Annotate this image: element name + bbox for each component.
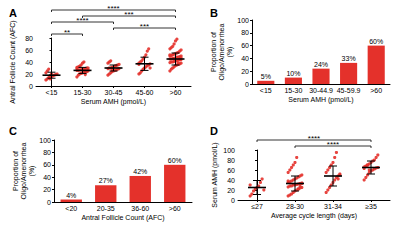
svg-text:20-35: 20-35 xyxy=(97,205,115,212)
svg-text:<20: <20 xyxy=(65,205,77,212)
svg-text:100: 100 xyxy=(39,137,51,144)
svg-text:15-30: 15-30 xyxy=(74,89,92,96)
svg-text:**: ** xyxy=(64,28,70,37)
svg-text:Oligo/Amenorrhea: Oligo/Amenorrhea xyxy=(20,142,28,199)
svg-text:≥35: ≥35 xyxy=(365,203,377,210)
svg-text:24%: 24% xyxy=(314,61,328,68)
svg-text:>60: >60 xyxy=(170,89,182,96)
svg-text:Average cycle length (days): Average cycle length (days) xyxy=(271,212,357,220)
svg-text:Serum AMH (pmol/L): Serum AMH (pmol/L) xyxy=(211,142,219,207)
svg-text:60%: 60% xyxy=(168,157,182,164)
svg-text:20: 20 xyxy=(227,187,235,194)
svg-text:20: 20 xyxy=(241,68,249,75)
svg-text:60%: 60% xyxy=(369,38,383,45)
svg-text:40: 40 xyxy=(241,55,249,62)
svg-text:D: D xyxy=(210,125,218,137)
svg-text:4%: 4% xyxy=(66,192,76,199)
svg-text:60: 60 xyxy=(227,167,235,174)
svg-text:28-30: 28-30 xyxy=(286,203,304,210)
svg-text:Antral Follicle Count (AFC): Antral Follicle Count (AFC) xyxy=(81,214,164,222)
svg-text:60: 60 xyxy=(241,42,249,49)
svg-text:45-60: 45-60 xyxy=(136,89,154,96)
svg-text:80: 80 xyxy=(43,149,51,156)
svg-text:0: 0 xyxy=(47,199,51,206)
svg-text:100: 100 xyxy=(223,147,235,154)
svg-text:0: 0 xyxy=(29,83,33,90)
svg-text:40: 40 xyxy=(25,59,33,66)
svg-text:<15: <15 xyxy=(46,89,58,96)
svg-text:60: 60 xyxy=(25,47,33,54)
svg-text:0: 0 xyxy=(245,81,249,88)
svg-text:****: **** xyxy=(308,134,320,143)
svg-text:B: B xyxy=(210,7,218,19)
svg-text:****: **** xyxy=(107,4,119,13)
svg-text:Proportion of: Proportion of xyxy=(12,151,20,191)
svg-text:20: 20 xyxy=(43,186,51,193)
svg-text:Serum AMH (pmol/L): Serum AMH (pmol/L) xyxy=(81,98,146,106)
svg-text:10%: 10% xyxy=(286,70,300,77)
svg-text:27%: 27% xyxy=(99,177,113,184)
svg-text:≤27: ≤27 xyxy=(251,203,263,210)
svg-text:Oligo/Amenorrhea: Oligo/Amenorrhea xyxy=(218,23,226,80)
svg-text:30-45: 30-45 xyxy=(105,89,123,96)
svg-text:31-34: 31-34 xyxy=(324,203,342,210)
svg-text:(%): (%) xyxy=(28,166,36,177)
svg-text:15-30: 15-30 xyxy=(284,87,302,94)
svg-text:36-60: 36-60 xyxy=(131,205,149,212)
svg-text:42%: 42% xyxy=(133,168,147,175)
svg-text:80: 80 xyxy=(241,29,249,36)
svg-text:45-59.9: 45-59.9 xyxy=(337,87,361,94)
svg-text:40: 40 xyxy=(43,174,51,181)
svg-text:100: 100 xyxy=(237,17,249,24)
svg-text:30-44.9: 30-44.9 xyxy=(309,87,333,94)
svg-text:>60: >60 xyxy=(169,205,181,212)
svg-text:C: C xyxy=(9,125,17,137)
svg-text:0: 0 xyxy=(231,197,235,204)
svg-text:(%): (%) xyxy=(226,47,234,58)
svg-text:33%: 33% xyxy=(342,55,356,62)
svg-text:60: 60 xyxy=(43,161,51,168)
svg-text:****: **** xyxy=(327,140,339,149)
svg-text:***: *** xyxy=(140,22,149,31)
svg-text:Antral Follicle Count (AFC): Antral Follicle Count (AFC) xyxy=(9,20,17,103)
svg-text:5%: 5% xyxy=(261,73,271,80)
svg-text:A: A xyxy=(9,7,17,19)
svg-text:Serum AMH (pmol/L): Serum AMH (pmol/L) xyxy=(288,96,353,104)
svg-text:80: 80 xyxy=(227,157,235,164)
svg-text:40: 40 xyxy=(227,177,235,184)
svg-text:<15: <15 xyxy=(260,87,272,94)
svg-text:20: 20 xyxy=(25,71,33,78)
svg-text:***: *** xyxy=(124,10,133,19)
svg-text:>60: >60 xyxy=(370,87,382,94)
svg-text:80: 80 xyxy=(25,35,33,42)
svg-text:Proportion of: Proportion of xyxy=(210,32,218,72)
